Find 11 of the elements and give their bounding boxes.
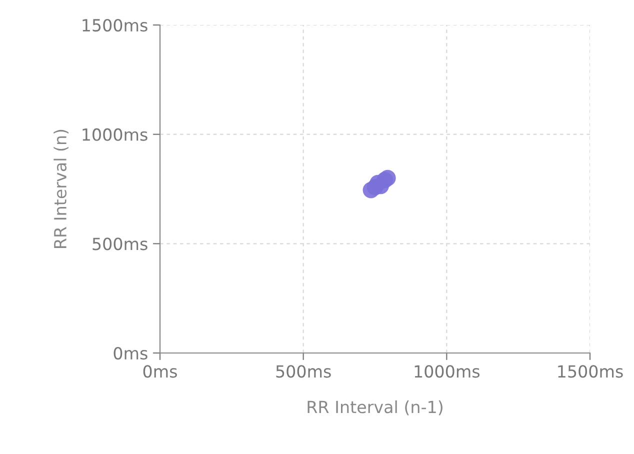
y-tick-label: 1500ms bbox=[82, 18, 148, 32]
x-axis-title: RR Interval (n-1) bbox=[308, 400, 442, 416]
y-tick-label: 0ms bbox=[114, 346, 148, 360]
y-tick-label: 1000ms bbox=[82, 128, 148, 141]
x-tick-label: 1000ms bbox=[414, 365, 480, 378]
x-tick-label: 500ms bbox=[276, 365, 331, 378]
x-tick-label: 1500ms bbox=[558, 365, 623, 378]
x-tick-label: 0ms bbox=[143, 365, 177, 378]
point bbox=[379, 170, 396, 186]
y-axis-title: RR Interval (n) bbox=[54, 130, 68, 248]
y-tick-label: 500ms bbox=[92, 238, 148, 250]
